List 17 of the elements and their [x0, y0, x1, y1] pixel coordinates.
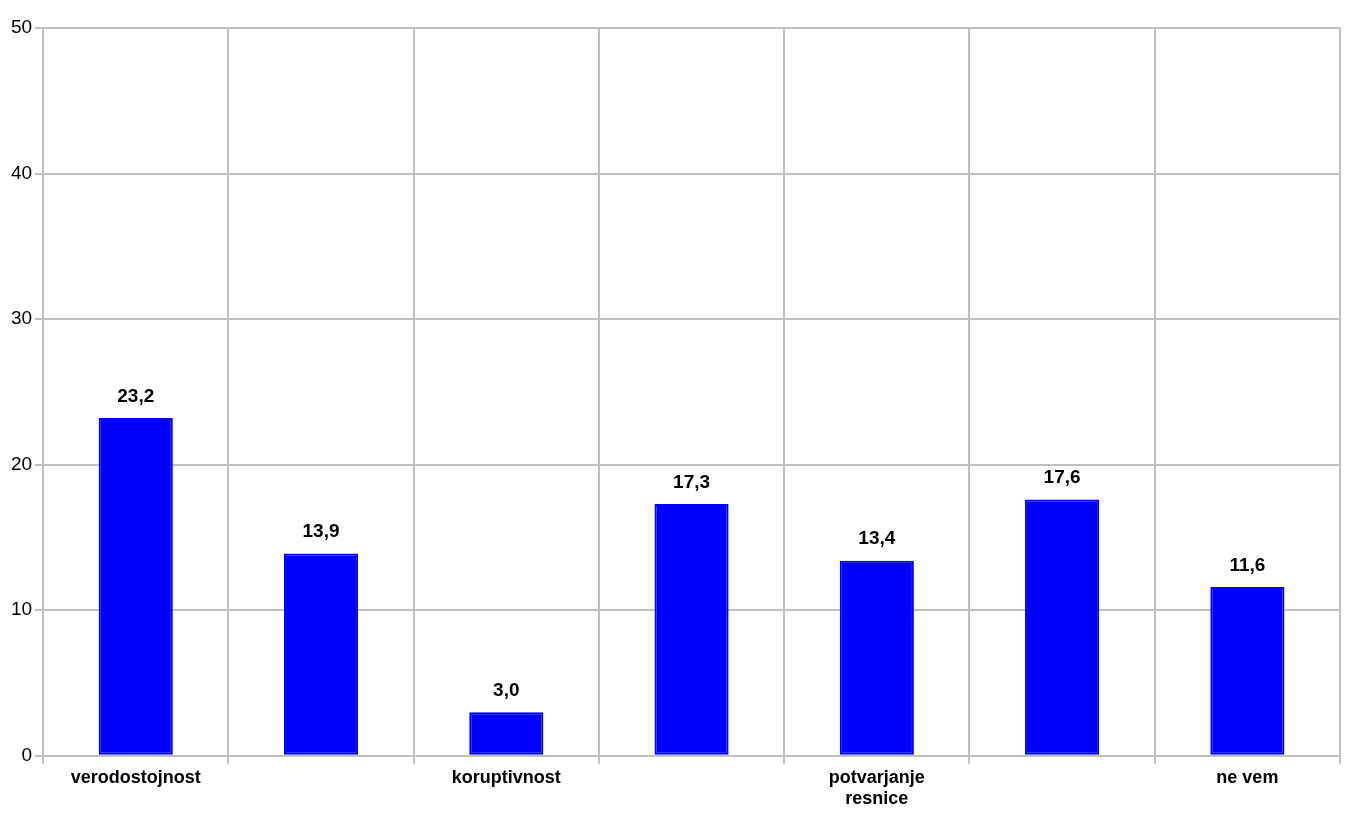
data-label: 17,3	[673, 470, 711, 492]
y-tick-label: 30	[10, 307, 33, 329]
y-tick-label: 0	[21, 744, 33, 766]
data-label: 3,0	[493, 678, 520, 700]
data-label: 13,4	[858, 527, 896, 549]
y-tick-label: 40	[10, 161, 33, 183]
y-tick-label: 20	[10, 452, 33, 474]
data-label: 11,6	[1229, 553, 1266, 575]
x-tick-label: ne vem	[1216, 766, 1279, 787]
x-tick-label: koruptivnost	[451, 766, 561, 787]
y-tick-label: 50	[10, 16, 33, 38]
x-tick-label: verodostojnost	[70, 766, 201, 787]
data-label: 23,2	[117, 384, 155, 406]
data-label: 17,6	[1043, 466, 1081, 488]
data-label: 13,9	[302, 520, 340, 542]
y-tick-label: 10	[10, 598, 33, 620]
x-tick-label: potvarjanje resnice	[828, 766, 925, 809]
